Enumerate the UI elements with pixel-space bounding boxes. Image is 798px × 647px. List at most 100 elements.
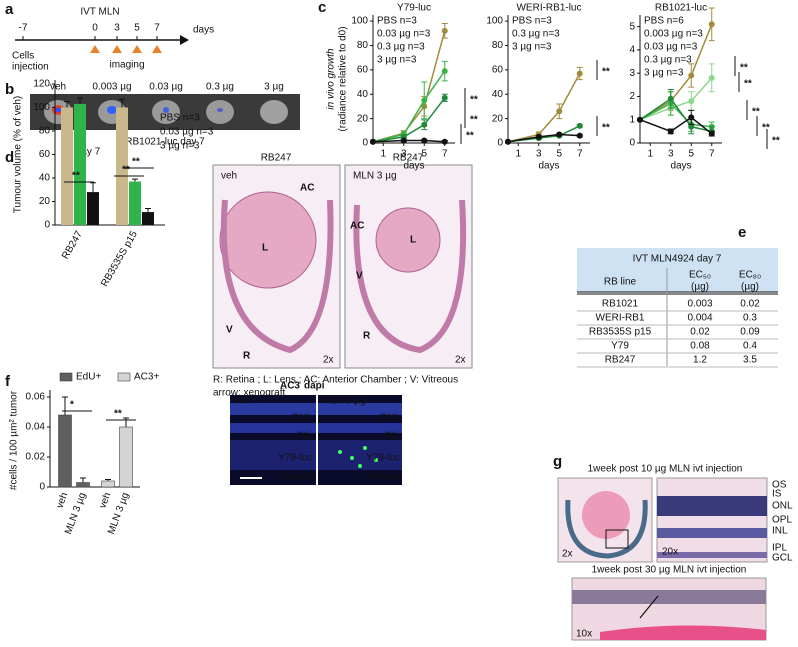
error-bar (62, 396, 68, 415)
y-tick-label: 80 (357, 40, 369, 51)
y-tick-label: 60 (492, 64, 504, 75)
nuclear-layer (230, 403, 316, 415)
dose-label: 3 µg (264, 82, 284, 93)
data-point (505, 138, 511, 145)
retina-images (557, 477, 768, 641)
column-header: (µg) (691, 282, 709, 293)
y-tick-label: 0 (497, 138, 503, 149)
error-bar (123, 417, 129, 427)
table-title: IVT MLN4924 day 7 (633, 254, 722, 265)
y-tick-label: 0 (362, 138, 368, 149)
series-line (639, 116, 713, 135)
legend-entry: 0.03 µg n=3 (644, 42, 698, 53)
condition-label: MLN 3 µg (322, 396, 366, 407)
x-tick-label: 1 (647, 149, 653, 160)
legend-swatch (59, 372, 73, 382)
data-point (556, 131, 563, 138)
bar (58, 414, 72, 488)
x-axis-label: days (538, 161, 559, 172)
layer-label: INL (384, 431, 400, 442)
data-point (688, 72, 695, 79)
data-point (535, 133, 542, 140)
timeline-tick-label: 0 (92, 23, 98, 34)
x-tick-label: 3 (668, 149, 674, 160)
x-axis-label: days (670, 161, 691, 172)
image-title: RB247 (393, 153, 424, 164)
data-point (688, 123, 695, 130)
timeline-tick-label: -7 (19, 23, 28, 34)
chart-title: WERI-RB1-luc (516, 3, 581, 14)
column-header: EC₈₀ (739, 270, 761, 281)
legend-entry: AC3+ (134, 372, 159, 383)
x-tick-label: 1 (515, 149, 521, 160)
data-point (370, 138, 376, 145)
error-bar (105, 479, 111, 481)
table-cell: 0.4 (743, 341, 757, 352)
significance: ** (72, 171, 80, 182)
y-tick-label: 100 (33, 102, 50, 113)
histology-images (212, 164, 473, 369)
legend-entry: 3 µg n=3 (644, 68, 684, 79)
y-tick-label: 3 (629, 68, 635, 79)
condition-label: MLN 3 µg (353, 171, 397, 182)
imaging-marker (90, 45, 100, 53)
timeline-title: IVT MLN (80, 7, 119, 18)
series-line (639, 97, 712, 133)
x-tick-label: 5 (556, 149, 562, 160)
y-tick-label: 100 (351, 16, 368, 27)
series-line (372, 97, 446, 143)
legend-entry: PBS n=3 (377, 16, 417, 27)
mouse-head (260, 100, 288, 124)
signal (217, 108, 223, 112)
significance: ** (602, 67, 610, 78)
layer-label: IPL (772, 543, 787, 554)
lens (219, 191, 317, 289)
data-point (400, 137, 407, 144)
significance: ** (744, 79, 752, 90)
layer-label: IS (772, 489, 782, 500)
layer-label: ONL (379, 413, 400, 424)
y-tick-label: 0.04 (26, 422, 46, 433)
data-point (688, 98, 695, 105)
layer-label: ONL (772, 501, 793, 512)
structure-label: L (410, 235, 416, 246)
error-bar (80, 477, 86, 483)
y-tick-label: 0 (44, 220, 50, 231)
error-bar (64, 101, 70, 108)
bar (142, 212, 154, 225)
table-cell: 0.02 (740, 299, 760, 310)
luminescence-images (30, 94, 300, 130)
magnification: 2x (562, 549, 573, 560)
significance: ** (752, 107, 760, 118)
ac3-cell (350, 456, 354, 460)
layer-label: ONL (291, 413, 312, 424)
stain-label: AC3 (280, 381, 300, 392)
structure-label: AC (300, 183, 314, 194)
lens (375, 207, 441, 273)
counterstain-label: dapi (304, 381, 325, 392)
magnification: 2x (455, 355, 466, 366)
injection-label: injection (12, 62, 49, 73)
ac3-cell (374, 458, 378, 462)
y-tick-label: 20 (357, 113, 369, 124)
y-tick-label: 60 (357, 64, 369, 75)
y-tick-label: 0.06 (26, 392, 46, 403)
data-point (441, 27, 448, 34)
region-label: vitreous (277, 472, 312, 483)
image-title: 1week post 10 µg MLN ivt injection (588, 464, 743, 475)
ac3-cell (363, 446, 367, 450)
significance: ** (470, 95, 478, 106)
signal (55, 107, 61, 113)
x-tick-label: 5 (688, 149, 694, 160)
table-cell: 0.004 (687, 313, 712, 324)
table-cell: 0.09 (740, 327, 760, 338)
dose-label: 0.003 µg (92, 82, 131, 93)
imaging-marker (132, 45, 142, 53)
table-header-bg (577, 248, 778, 292)
table-cell: Y79 (611, 341, 629, 352)
histology-legend: R: Retina ; L: Lens ; AC: Anterior Chamb… (213, 375, 458, 386)
bar (76, 482, 90, 488)
table-cell: RB247 (605, 355, 636, 366)
